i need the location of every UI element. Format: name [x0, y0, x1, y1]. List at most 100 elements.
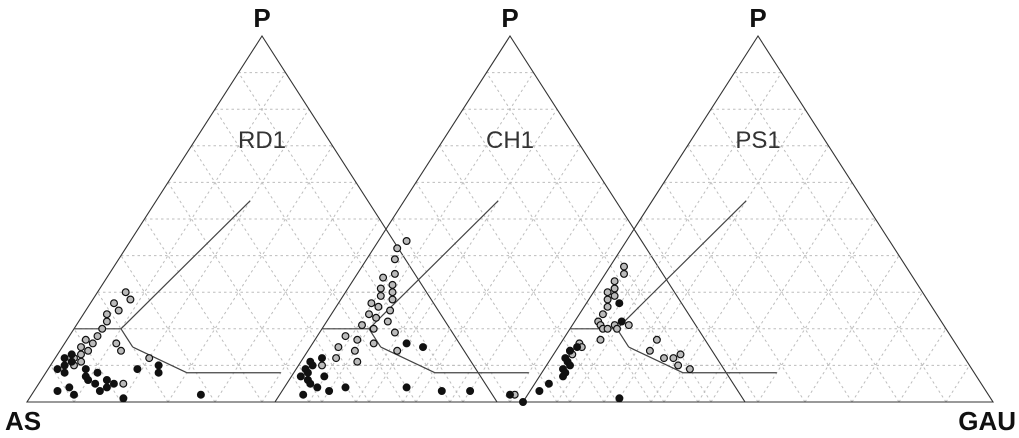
data-point-open	[619, 262, 628, 271]
data-point-open	[126, 295, 135, 304]
ternary-panel-ps1: PS1 P	[518, 3, 995, 407]
grid-line-as	[50, 365, 75, 403]
data-point-open	[145, 354, 154, 363]
data-point-filled	[437, 387, 446, 396]
data-point-open	[596, 335, 605, 344]
data-point-open	[365, 310, 374, 319]
grid-line-gau	[402, 328, 451, 403]
data-point-open	[84, 346, 93, 355]
data-point-open	[610, 291, 619, 300]
data-point-filled	[102, 383, 111, 392]
ternary-outline	[273, 34, 747, 403]
data-point-filled	[53, 387, 62, 396]
data-point-open	[610, 284, 619, 293]
data-point-open	[376, 284, 385, 293]
vertex-label-left: AS	[5, 406, 41, 436]
ternary-panels: RD1 P CH1 P PS1 P	[25, 3, 995, 407]
data-point-open	[102, 310, 111, 319]
vertex-label-top: P	[253, 3, 270, 33]
data-point-filled	[95, 387, 104, 396]
ternary-grid	[50, 72, 474, 403]
data-point-open	[372, 313, 381, 322]
data-point-open	[109, 299, 118, 308]
data-point-open	[393, 346, 402, 355]
field-boundary-line	[628, 346, 684, 374]
grid-line-gau	[167, 145, 333, 403]
data-point-open	[367, 299, 376, 308]
grid-line-gau	[569, 72, 782, 403]
data-point-filled	[320, 372, 329, 381]
ternary-panel-ch1: CH1 P	[273, 3, 747, 403]
field-boundary-line	[120, 328, 134, 348]
data-point-open	[603, 288, 612, 297]
data-point-open	[376, 291, 385, 300]
data-point-filled	[506, 390, 515, 399]
grid-line-as	[321, 328, 370, 403]
data-point-open	[379, 273, 388, 282]
grid-line-gau	[804, 255, 900, 403]
data-point-filled	[53, 365, 62, 374]
data-point-open	[369, 324, 378, 333]
ternary-outline	[521, 34, 995, 403]
vertex-label-top: P	[749, 3, 766, 33]
data-point-filled	[60, 368, 69, 377]
data-point-open	[81, 335, 90, 344]
grid-line-gau	[415, 145, 581, 403]
data-point-open	[388, 280, 397, 289]
grid-line-gau	[945, 365, 970, 403]
data-point-open	[98, 324, 107, 333]
panel-label: RD1	[238, 127, 286, 154]
grid-line-gau	[650, 328, 699, 403]
data-points	[296, 237, 519, 399]
data-point-open	[603, 295, 612, 304]
data-point-open	[390, 269, 399, 278]
data-point-filled	[109, 379, 118, 388]
data-point-filled	[325, 387, 334, 396]
data-point-filled	[617, 317, 626, 326]
ternary-grid	[546, 72, 970, 403]
data-point-filled	[91, 379, 100, 388]
grid-line-as	[238, 72, 451, 403]
data-point-open	[369, 339, 378, 348]
data-point-open	[685, 365, 694, 374]
data-point-filled	[67, 350, 76, 359]
data-point-filled	[154, 368, 163, 377]
data-point-filled	[402, 339, 411, 348]
ternary-panel-rd1: RD1 P	[25, 3, 499, 403]
data-point-filled	[303, 368, 312, 377]
data-point-filled	[313, 383, 322, 392]
data-point-open	[624, 321, 633, 330]
data-point-open	[619, 269, 628, 278]
data-point-open	[612, 324, 621, 333]
grid-line-as	[73, 328, 122, 403]
data-point-open	[393, 244, 402, 253]
data-point-open	[390, 255, 399, 264]
data-point-filled	[84, 376, 93, 385]
data-point-filled	[402, 383, 411, 392]
data-point-open	[76, 350, 85, 359]
field-boundary-line	[380, 346, 436, 374]
data-point-open	[652, 335, 661, 344]
grid-line-as	[486, 72, 699, 403]
data-point-open	[341, 332, 350, 341]
panel-label: PS1	[735, 127, 780, 154]
field-boundary-line	[132, 346, 188, 374]
grid-line-gau	[449, 365, 474, 403]
field-boundary-line	[616, 200, 747, 330]
grid-line-gau	[663, 145, 829, 403]
data-point-open	[598, 310, 607, 319]
data-point-open	[386, 306, 395, 315]
vertex-label-right: GAU	[958, 406, 1016, 436]
data-point-filled	[544, 379, 553, 388]
data-point-filled	[133, 365, 142, 374]
data-point-open	[383, 317, 392, 326]
data-point-filled	[93, 368, 102, 377]
grid-line-as	[734, 72, 947, 403]
field-boundary-line	[368, 328, 382, 348]
data-point-open	[121, 288, 130, 297]
data-point-filled	[565, 361, 574, 370]
ternary-outline	[25, 34, 499, 403]
data-point-open	[374, 302, 383, 311]
data-point-open	[676, 350, 685, 359]
